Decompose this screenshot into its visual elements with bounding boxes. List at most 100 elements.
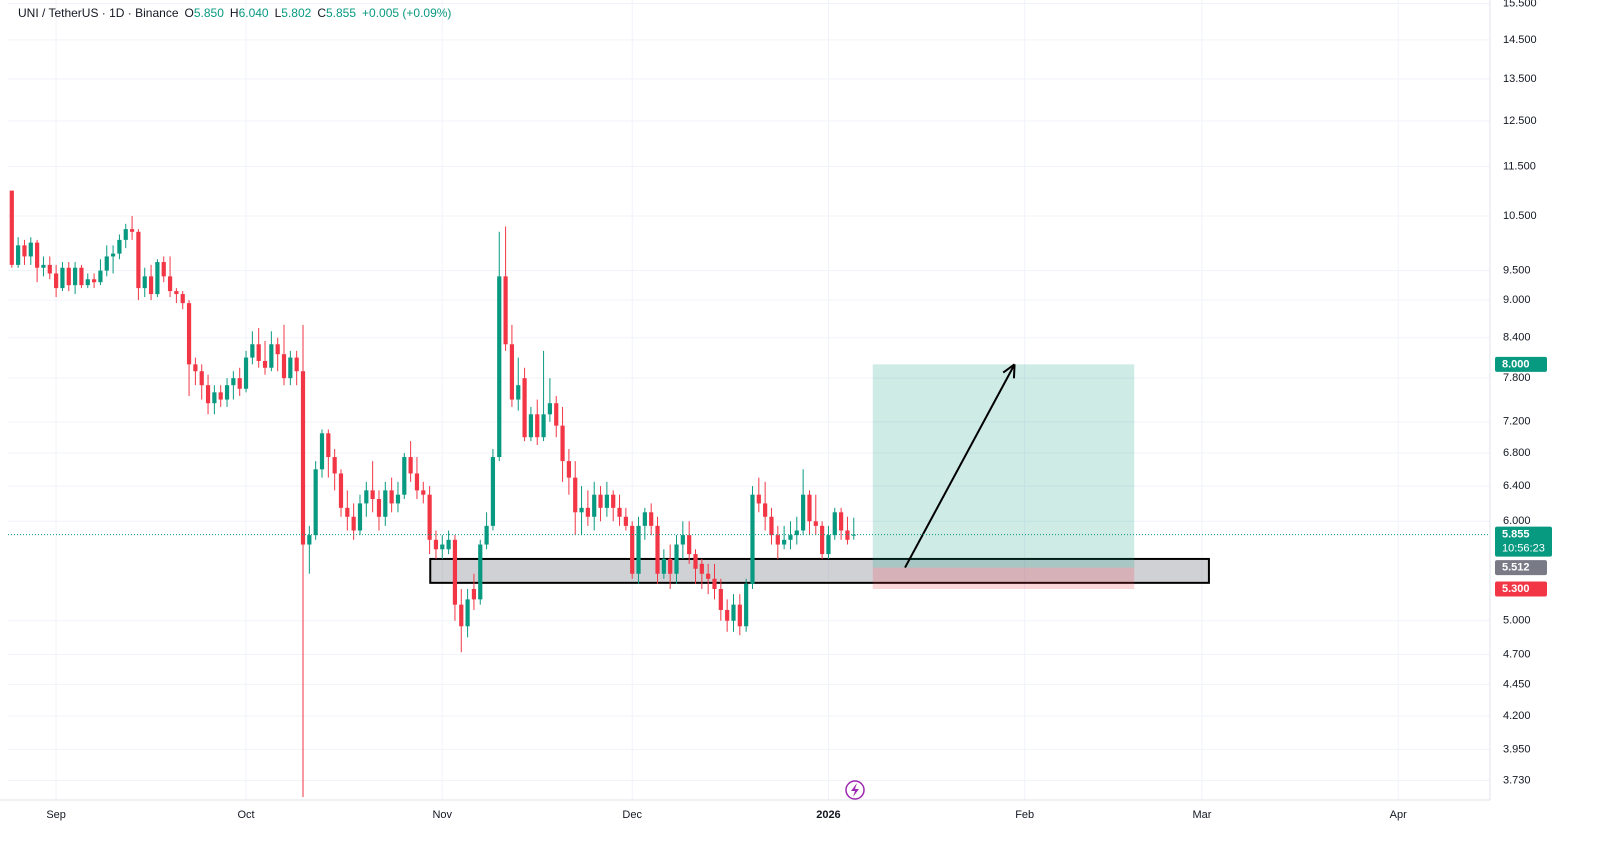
candle-body (832, 512, 837, 536)
candle-body (611, 494, 616, 508)
candle-body (718, 588, 723, 610)
x-tick-label: Feb (1015, 809, 1034, 821)
ohlc-value: 5.850 (193, 6, 224, 20)
candle-body (725, 609, 730, 621)
x-tick-label: Sep (46, 809, 66, 821)
y-tick-label: 4.700 (1503, 648, 1531, 660)
y-tick-label: 10.500 (1503, 210, 1537, 222)
candle-body (421, 490, 426, 495)
candle-body (275, 344, 280, 355)
candle-body (598, 494, 603, 508)
candle-body (851, 534, 856, 536)
candle-body (769, 516, 774, 536)
countdown: 10:56:23 (1502, 543, 1545, 555)
candle-body (389, 490, 394, 504)
y-tick-label: 6.400 (1503, 480, 1531, 492)
candle-body (313, 469, 318, 536)
candle-body (161, 262, 166, 277)
last-price-bg (1495, 526, 1552, 557)
candle-body (402, 457, 407, 495)
candle-body (706, 573, 711, 579)
candle-body (256, 344, 261, 361)
candle-body (9, 190, 14, 265)
candle-body (427, 494, 432, 540)
candle-body (307, 535, 312, 545)
candle-body (604, 494, 609, 508)
candle-body (288, 357, 293, 379)
candle-body (16, 245, 21, 265)
candle-body (110, 253, 116, 257)
y-tick-label: 9.000 (1503, 294, 1531, 306)
stop-zone (872, 567, 1135, 589)
candle-body (668, 558, 673, 574)
candle-body (104, 256, 109, 271)
candle-body (73, 267, 78, 286)
candle-body (433, 539, 439, 550)
candle-body (345, 507, 350, 517)
candle-body (237, 378, 242, 389)
candle-body (332, 457, 337, 474)
candle-body (117, 239, 122, 254)
candle-body (294, 357, 299, 372)
candle-body (35, 242, 40, 268)
candle-body (155, 262, 160, 295)
y-tick-label: 12.500 (1503, 115, 1537, 127)
candle-body (585, 507, 590, 517)
candle-body (579, 507, 584, 513)
arrow-head (1012, 364, 1016, 379)
candle-body (497, 276, 502, 458)
ohlc-item: C5.855 (317, 6, 356, 20)
candle-body (357, 503, 363, 531)
candle-body (522, 378, 527, 438)
candle-body (566, 461, 571, 478)
candle-body (731, 604, 736, 621)
candle-body (383, 490, 388, 517)
y-tick-label: 13.500 (1503, 73, 1537, 85)
candle-body (136, 231, 141, 289)
ohlc-label: H (229, 6, 239, 20)
candle-body (592, 494, 597, 517)
candle-body (737, 604, 742, 627)
arrow-head (1002, 363, 1016, 374)
x-tick-label: Nov (432, 809, 452, 821)
candle-body (541, 414, 546, 438)
candle-body (503, 276, 508, 345)
candle-body (167, 276, 173, 292)
candle-body (839, 512, 844, 531)
candle-body (554, 403, 559, 426)
candle-body (478, 544, 483, 600)
y-tick-label: 3.950 (1503, 743, 1531, 755)
candle-body (123, 229, 128, 240)
candle-body (756, 494, 761, 504)
candle-body (199, 371, 204, 386)
candle-body (788, 535, 793, 540)
candle-body (642, 512, 647, 526)
candle-body (763, 503, 768, 517)
candle-body (28, 242, 33, 257)
candle-body (649, 512, 654, 526)
y-tick-label: 8.400 (1503, 332, 1531, 344)
stop-label: 5.300 (1502, 583, 1530, 595)
candle-body (782, 539, 787, 545)
y-tick-label: 7.200 (1503, 416, 1531, 428)
x-tick-label: Apr (1390, 809, 1407, 821)
last-price-label: 5.855 (1502, 529, 1530, 541)
candle-body (180, 294, 185, 304)
candle-body (224, 385, 230, 400)
candle-body (845, 530, 850, 540)
candle-body (326, 433, 331, 458)
candle-body (364, 490, 369, 504)
y-tick-label: 4.200 (1503, 710, 1531, 722)
candle-body (794, 530, 799, 536)
candle-body (351, 516, 356, 531)
candle-body (573, 477, 578, 513)
legend-header: UNI / TetherUS · 1D · Binance O5.850 H6.0… (18, 6, 451, 20)
candle-body (712, 578, 717, 589)
arrow (904, 363, 1016, 569)
target-label-bg (1495, 356, 1547, 372)
ohlc-value: 6.040 (238, 6, 269, 20)
candle-body (250, 344, 255, 358)
candle-body (516, 385, 521, 400)
candle-body (395, 494, 401, 504)
